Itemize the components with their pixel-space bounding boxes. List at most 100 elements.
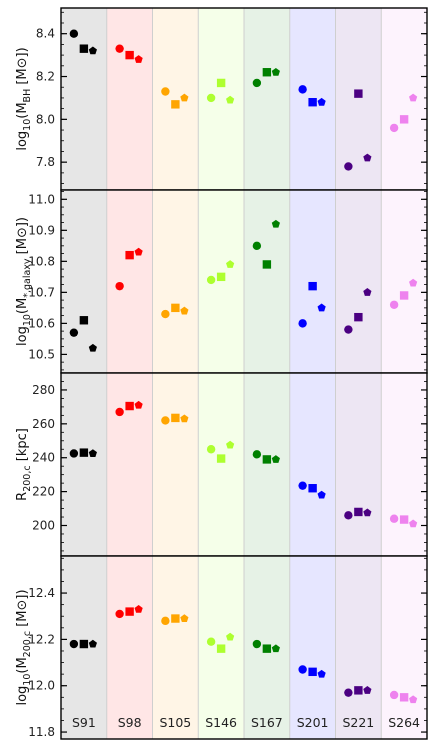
y-tick-label: 220	[32, 485, 55, 499]
point-s201-circle	[298, 481, 307, 490]
point-s167-circle	[252, 241, 262, 251]
point-s91-pentagon	[88, 46, 97, 55]
y-axis-label-part: log	[15, 326, 30, 346]
y-tick-label: 10.8	[28, 254, 55, 268]
point-s201-pentagon	[317, 97, 326, 106]
y-axis-label-subscript: 200,c	[22, 631, 33, 657]
point-s91-pentagon	[88, 343, 97, 352]
band-s91	[61, 8, 107, 190]
point-s167-circle	[252, 78, 262, 88]
sim-label-s91: S91	[72, 715, 96, 730]
panel-3: 200 220 240 260 280 R200,c [kpc]	[15, 372, 428, 557]
point-s105-square	[171, 303, 180, 313]
point-s105-circle	[161, 87, 170, 96]
point-s264-square	[399, 515, 409, 524]
point-s167-circle	[252, 639, 262, 649]
point-s201-circle	[298, 85, 307, 94]
point-s167-pentagon	[271, 219, 280, 228]
point-s221-circle	[344, 162, 353, 171]
band-s98	[106, 556, 153, 739]
point-s91-circle	[69, 639, 79, 649]
y-axis-label-part: (M	[15, 657, 30, 673]
point-s221-square	[354, 312, 363, 322]
point-s221-square	[354, 686, 363, 695]
point-s91-pentagon	[88, 449, 97, 457]
band-s105	[152, 8, 199, 190]
point-s264-square	[399, 115, 409, 124]
band-s105	[152, 190, 199, 373]
point-s221-pentagon	[363, 288, 372, 296]
point-s98-circle	[115, 407, 124, 417]
point-s201-square	[308, 98, 317, 107]
point-s98-square	[125, 250, 134, 260]
y-tick-label: 10.7	[28, 285, 55, 299]
band-s264	[381, 556, 427, 739]
y-tick-label: 7.8	[36, 155, 55, 169]
band-s98	[106, 190, 153, 373]
point-s201-pentagon	[317, 303, 326, 312]
band-s221	[335, 8, 382, 190]
point-s264-pentagon	[409, 278, 418, 287]
point-s264-square	[399, 291, 409, 300]
y-tick-label: 12.4	[28, 586, 55, 600]
band-s167	[244, 190, 290, 373]
y-axis-label: log10(M200,c [M⊙])	[15, 589, 33, 705]
band-s146	[198, 190, 244, 373]
band-s221	[335, 373, 382, 556]
y-axis-label-subscript: 10	[22, 314, 33, 326]
point-s91-square	[79, 316, 89, 325]
point-s167-pentagon	[271, 67, 280, 76]
point-s221-circle	[344, 688, 353, 697]
point-s221-circle	[344, 325, 353, 334]
band-s167	[244, 373, 290, 556]
y-tick-label: 12.2	[28, 632, 55, 646]
y-tick-label: 200	[32, 519, 55, 533]
y-axis-label-subscript: 200,c	[22, 465, 33, 491]
point-s221-pentagon	[363, 153, 372, 162]
point-s201-square	[308, 484, 317, 493]
point-s167-pentagon	[271, 455, 280, 463]
point-s91-square	[79, 44, 89, 53]
point-s201-circle	[298, 319, 307, 328]
y-tick-label: 12.0	[28, 679, 55, 693]
sim-label-s146: S146	[205, 715, 237, 730]
point-s105-circle	[161, 309, 170, 319]
band-s146	[198, 8, 244, 190]
point-s146-circle	[206, 275, 216, 285]
y-axis-label-subscript: BH	[22, 89, 33, 103]
point-s105-pentagon	[180, 614, 189, 623]
y-axis-label-part: [kpc]	[15, 428, 30, 465]
point-s146-square	[216, 454, 226, 463]
band-s105	[152, 373, 199, 556]
point-s201-pentagon	[317, 490, 326, 499]
band-s221	[335, 190, 382, 373]
point-s98-circle	[115, 609, 124, 619]
panel-2: 10.5 10.6 10.7 10.8 10.9 11.0 log10(M*,galaxy …	[15, 189, 428, 374]
band-s91	[61, 373, 107, 556]
y-tick-label: 8.4	[36, 27, 55, 41]
point-s91-square	[79, 448, 89, 457]
band-s98	[106, 373, 153, 556]
point-s167-square	[262, 455, 272, 464]
point-s105-square	[171, 614, 180, 623]
band-s201	[289, 190, 336, 373]
point-s146-pentagon	[226, 632, 235, 641]
point-s264-circle	[389, 514, 399, 523]
point-s167-square	[262, 644, 272, 653]
band-s146	[198, 373, 244, 556]
point-s91-pentagon	[88, 639, 97, 648]
point-s98-square	[125, 607, 134, 616]
sim-label-s98: S98	[118, 715, 142, 730]
band-s264	[381, 373, 427, 556]
point-s264-circle	[389, 300, 399, 309]
sim-label-s201: S201	[297, 715, 329, 730]
y-axis-label: log10(M*,galaxy [M⊙])	[15, 217, 33, 346]
point-s98-pentagon	[134, 604, 143, 613]
point-s105-pentagon	[180, 93, 189, 102]
point-s201-circle	[298, 665, 307, 674]
point-s221-pentagon	[363, 508, 372, 517]
y-axis-label-part: log	[15, 686, 30, 706]
band-s105	[152, 556, 199, 739]
point-s264-circle	[389, 690, 399, 700]
